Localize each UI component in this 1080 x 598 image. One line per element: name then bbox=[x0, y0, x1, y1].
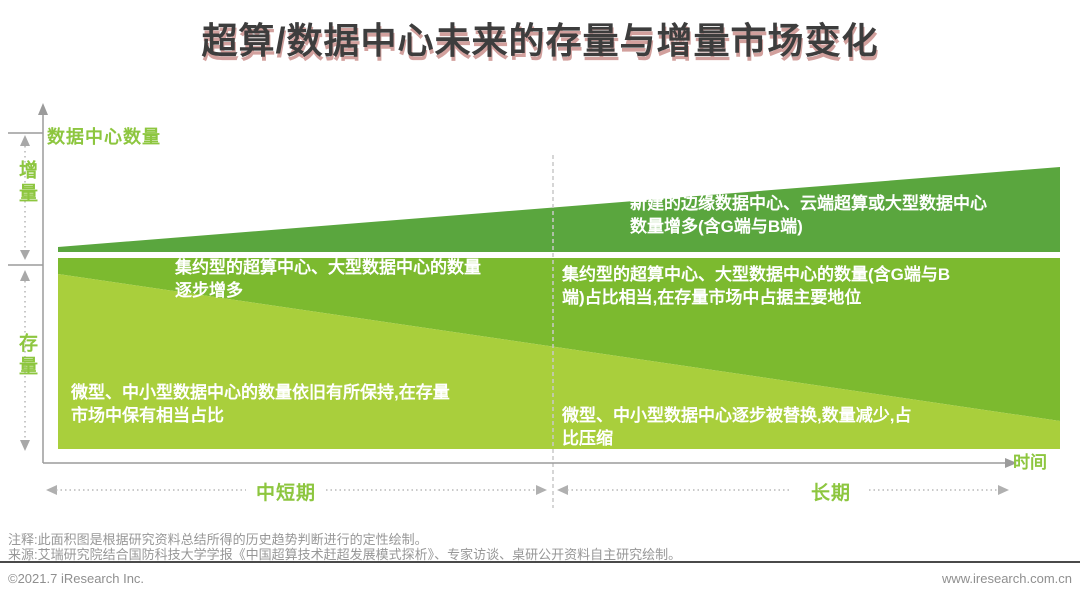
annotation-micro-short-term: 微型、中小型数据中心的数量依旧有所保持,在存量 市场中保有相当占比 bbox=[71, 383, 450, 425]
annotation-micro-long-term: 微型、中小型数据中心逐步被替换,数量减少,占 比压缩 bbox=[562, 406, 912, 448]
note-annotation: 注释:此面积图是根据研究资料总结所得的历史趋势判断进行的定性绘制。 bbox=[8, 532, 428, 547]
period-short-arrow-right-icon bbox=[536, 485, 547, 495]
x-axis-arrow-icon bbox=[1005, 458, 1017, 468]
annotation-increment-long-term: 新建的边缘数据中心、云端超算或大型数据中心 数量增多(含G端与B端) bbox=[630, 194, 987, 236]
footer-website: www.iresearch.com.cn bbox=[941, 571, 1072, 586]
period-long-label: 长期 bbox=[810, 483, 851, 504]
footer-divider bbox=[0, 561, 1080, 563]
y-axis-arrow-icon bbox=[38, 103, 48, 115]
bracket-stock-label: 存量 bbox=[16, 333, 37, 379]
period-long-arrow-left-icon bbox=[557, 485, 568, 495]
band-increment-new-datacenters bbox=[58, 167, 1060, 252]
y-axis-title: 数据中心数量 bbox=[47, 127, 161, 147]
band-stock-micro-datacenters bbox=[58, 274, 1060, 449]
annotation-intensive-short-term: 集约型的超算中心、大型数据中心的数量 逐步增多 bbox=[175, 258, 481, 300]
footer-copyright: ©2021.7 iResearch Inc. bbox=[8, 571, 145, 586]
period-long-arrow-right-icon bbox=[998, 485, 1009, 495]
page-title: 超算/数据中心未来的存量与增量市场变化 bbox=[201, 20, 879, 61]
note-source: 来源:艾瑞研究院结合国防科技大学学报《中国超算技术赶超发展模式探析》、专家访谈、… bbox=[8, 547, 682, 562]
bracket-arrow-down-icon bbox=[20, 440, 30, 451]
band-stock-intensive-datacenters bbox=[58, 258, 1060, 421]
period-short-arrow-left-icon bbox=[46, 485, 57, 495]
x-axis-title: 时间 bbox=[1013, 453, 1047, 472]
bracket-arrow-up-icon bbox=[20, 270, 30, 281]
period-short-label: 中短期 bbox=[255, 483, 316, 504]
bracket-arrow-up-icon bbox=[20, 135, 30, 146]
annotation-intensive-long-term: 集约型的超算中心、大型数据中心的数量(含G端与B 端)占比相当,在存量市场中占据… bbox=[562, 265, 951, 307]
bracket-arrow-down-icon bbox=[20, 250, 30, 260]
bracket-increment-label: 增量 bbox=[16, 160, 37, 206]
